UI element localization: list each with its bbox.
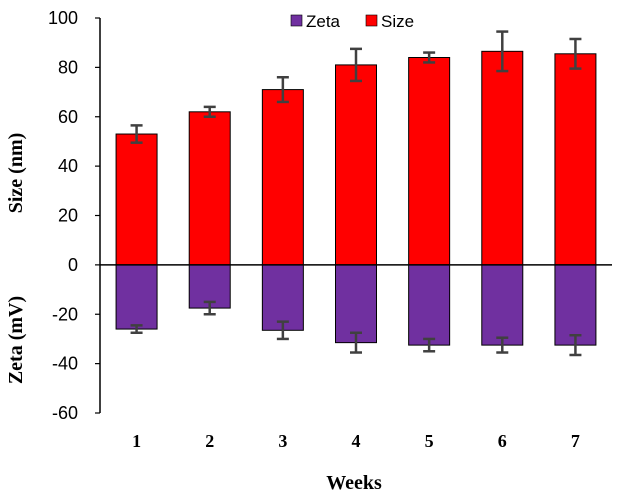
y-tick-label: -40 [52, 354, 78, 374]
bar-size [261, 89, 304, 266]
x-category-label: 1 [132, 431, 141, 451]
error-bar-zeta [130, 324, 143, 335]
error-bar-size [130, 124, 143, 144]
legend: Zeta Size [290, 12, 414, 31]
x-category-label: 6 [498, 431, 507, 451]
error-bar-zeta [203, 300, 216, 316]
error-bar-size [423, 51, 436, 64]
x-axis-categories: 1 2 3 4 5 6 7 [132, 431, 580, 451]
y-axis-title-zeta: Zeta (mV) [5, 296, 27, 384]
error-bar-size [569, 37, 582, 70]
y-tick-label: 100 [48, 8, 78, 28]
y-tick-label: -20 [52, 304, 78, 324]
x-category-label: 3 [278, 431, 287, 451]
error-bar-size [350, 47, 362, 83]
x-category-label: 4 [352, 431, 361, 451]
y-axis-ticks: -60 -40 -20 0 20 40 60 80 100 [48, 8, 100, 423]
x-category-label: 7 [571, 431, 580, 451]
bars [115, 50, 597, 346]
bar-size [554, 53, 597, 266]
legend-swatch-size [365, 14, 378, 27]
x-axis-title: Weeks [326, 472, 382, 494]
bar-size [481, 50, 524, 266]
bar-size [408, 57, 451, 266]
bar-zeta [115, 264, 158, 330]
y-axis-title-size: Size (nm) [5, 133, 27, 214]
y-tick-label: 0 [68, 255, 78, 275]
y-tick-label: 80 [58, 57, 78, 77]
y-tick-label: 40 [58, 156, 78, 176]
bar-zeta [335, 264, 377, 344]
error-bar-size [496, 30, 509, 73]
error-bar-zeta [569, 333, 582, 357]
error-bar-size [276, 76, 289, 104]
y-tick-label: -60 [52, 403, 78, 423]
legend-swatch-zeta [290, 14, 303, 27]
bar-zeta [481, 264, 524, 346]
error-bars [130, 30, 582, 357]
error-bar-zeta [350, 331, 362, 354]
x-category-label: 2 [205, 431, 214, 451]
error-bar-size [203, 105, 216, 118]
bar-zeta [408, 264, 451, 346]
y-tick-label: 60 [58, 107, 78, 127]
bar-size [115, 133, 158, 266]
error-bar-zeta [496, 336, 509, 354]
error-bar-zeta [276, 320, 289, 341]
bar-size [335, 64, 377, 266]
legend-label-size: Size [381, 12, 414, 31]
bar-size [188, 111, 231, 266]
error-bar-zeta [423, 337, 436, 353]
x-category-label: 5 [425, 431, 434, 451]
y-tick-label: 20 [58, 206, 78, 226]
legend-label-zeta: Zeta [306, 12, 341, 31]
bar-zeta [554, 264, 597, 346]
